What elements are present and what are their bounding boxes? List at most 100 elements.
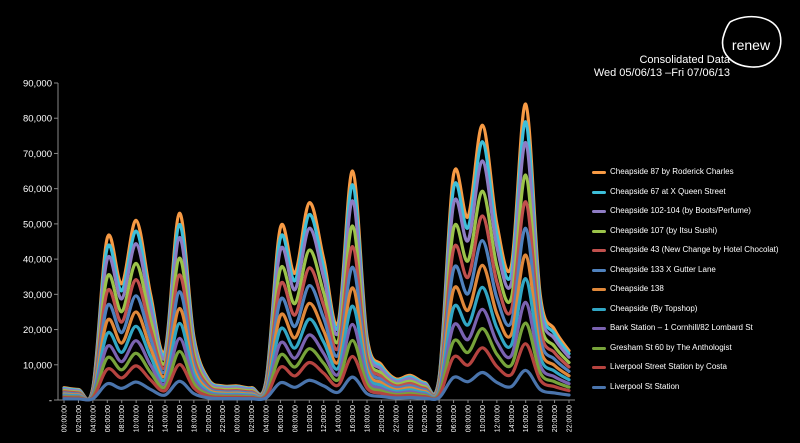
series-line-cheapside-133-x-gutter-lane <box>62 226 571 402</box>
legend-label: Cheapside 87 by Roderick Charles <box>610 167 734 176</box>
series-line-liverpool-street-station-by-costa <box>62 342 571 402</box>
x-tick-label: 22:00:00 <box>393 405 400 432</box>
legend-label: Bank Station – 1 Cornhill/82 Lombard St <box>610 323 753 332</box>
y-axis: - 10,000 20,000 30,000 40,000 50,000 60,000 70,… <box>23 79 59 407</box>
x-tick-label: 06:00:00 <box>451 405 458 432</box>
y-tick-label: 70,000 <box>23 149 52 160</box>
x-tick-label: 14:00:00 <box>336 405 343 432</box>
x-tick-label: 04:00:00 <box>437 405 444 432</box>
x-tick-label: 12:00:00 <box>148 405 155 432</box>
x-tick-label: 18:00:00 <box>538 405 545 432</box>
x-tick-label: 14:00:00 <box>163 405 170 432</box>
x-tick-label: 16:00:00 <box>177 405 184 432</box>
y-tick-label: 50,000 <box>23 219 52 230</box>
series-line-cheapside-by-topshop <box>62 277 571 402</box>
legend-swatch <box>592 346 606 350</box>
x-tick-label: 10:00:00 <box>134 405 141 432</box>
x-axis: 00:00:00 02:00:00 04:00:00 06:00:00 08:00:00… <box>58 399 575 432</box>
x-tick-label: 16:00:00 <box>350 405 357 432</box>
y-tick-label: 90,000 <box>23 79 52 90</box>
series-line-gresham-st-60-by-the-anthologist <box>62 321 571 402</box>
series-line-liverpool-st-station <box>62 368 571 402</box>
legend-label: Cheapside (By Topshop) <box>610 303 698 313</box>
legend-label: Cheapside 107 (by Itsu Sushi) <box>610 225 718 235</box>
x-tick-label: 16:00:00 <box>523 405 530 432</box>
x-tick-label: 02:00:00 <box>422 405 429 432</box>
x-tick-label: 10:00:00 <box>480 405 487 432</box>
x-tick-label: 08:00:00 <box>292 405 299 432</box>
y-tick-label: 30,000 <box>23 290 52 301</box>
x-tick-label: 12:00:00 <box>494 405 501 432</box>
legend-item: Cheapside 102-104 (by Boots/Perfume) <box>592 205 797 225</box>
x-tick-label: 14:00:00 <box>509 405 516 432</box>
legend-item: Cheapside 107 (by Itsu Sushi) <box>592 225 797 245</box>
plot-area <box>62 102 571 402</box>
x-tick-label: 00:00:00 <box>408 405 415 432</box>
series-line-cheapside-107-by-itsu-sushi <box>62 173 571 402</box>
series-line-cheapside-43-new-change-by-hotel-chocolat <box>62 200 571 402</box>
legend-swatch <box>592 268 606 272</box>
x-tick-label: 00:00:00 <box>235 405 242 432</box>
x-tick-label: 08:00:00 <box>119 405 126 432</box>
legend-item: Cheapside (By Topshop) <box>592 303 797 323</box>
chart-legend: Cheapside 87 by Roderick Charles Cheapsid… <box>592 166 797 400</box>
x-tick-label: 12:00:00 <box>321 405 328 432</box>
y-tick-label: 60,000 <box>23 184 52 195</box>
x-tick-label: 08:00:00 <box>466 405 473 432</box>
legend-label: Gresham St 60 by The Anthologist <box>610 342 732 352</box>
legend-label: Cheapside 67 at X Queen Street <box>610 186 726 196</box>
x-tick-label: 20:00:00 <box>379 405 386 432</box>
series-line-cheapside-102-104-by-boots-perfume <box>62 140 571 402</box>
legend-item: Cheapside 133 X Gutter Lane <box>592 264 797 284</box>
chart-title: Consolidated Data <box>639 54 730 66</box>
legend-swatch <box>592 288 606 291</box>
legend-label: Cheapside 43 (New Change by Hotel Chocol… <box>610 245 779 254</box>
legend-label: Cheapside 102-104 (by Boots/Perfume) <box>610 206 751 215</box>
renew-logo: renew <box>718 14 786 75</box>
legend-swatch <box>592 327 606 330</box>
legend-item: Bank Station – 1 Cornhill/82 Lombard St <box>592 322 797 342</box>
legend-swatch <box>592 210 606 213</box>
y-tick-label: 40,000 <box>23 255 52 266</box>
y-tick-label: 10,000 <box>23 360 52 371</box>
legend-item: Liverpool St Station <box>592 381 797 401</box>
x-tick-label: 02:00:00 <box>249 405 256 432</box>
legend-item: Liverpool Street Station by Costa <box>592 361 797 381</box>
legend-item: Cheapside 138 <box>592 283 797 303</box>
legend-swatch <box>592 190 606 194</box>
legend-swatch <box>592 307 606 311</box>
legend-label: Cheapside 138 <box>610 284 664 293</box>
series-line-bank-station-1-cornhill-82-lombard-st <box>62 300 571 402</box>
legend-swatch <box>592 385 606 389</box>
x-tick-label: 22:00:00 <box>220 405 227 432</box>
x-tick-label: 18:00:00 <box>191 405 198 432</box>
legend-item: Cheapside 67 at X Queen Street <box>592 186 797 206</box>
logo-text: renew <box>732 37 771 53</box>
x-tick-label: 04:00:00 <box>264 405 271 432</box>
x-tick-label: 02:00:00 <box>76 405 83 432</box>
x-tick-label: 20:00:00 <box>552 405 559 432</box>
y-tick-label: - <box>49 396 52 407</box>
x-tick-label: 00:00:00 <box>62 405 69 432</box>
y-tick-label: 20,000 <box>23 325 52 336</box>
legend-item: Cheapside 87 by Roderick Charles <box>592 166 797 186</box>
legend-swatch <box>592 249 606 252</box>
x-tick-label: 06:00:00 <box>105 405 112 432</box>
legend-item: Cheapside 43 (New Change by Hotel Chocol… <box>592 244 797 264</box>
series-line-cheapside-138 <box>62 253 571 402</box>
legend-label: Liverpool St Station <box>610 381 680 391</box>
x-tick-label: 22:00:00 <box>567 405 574 432</box>
legend-label: Cheapside 133 X Gutter Lane <box>610 264 716 274</box>
legend-swatch <box>592 171 606 174</box>
legend-item: Gresham St 60 by The Anthologist <box>592 342 797 362</box>
chart-title-block: Consolidated Data Wed 05/06/13 –Fri 07/0… <box>594 54 730 80</box>
legend-label: Liverpool Street Station by Costa <box>610 362 727 371</box>
x-tick-label: 04:00:00 <box>90 405 97 432</box>
legend-swatch <box>592 366 606 369</box>
legend-swatch <box>592 229 606 233</box>
x-tick-label: 20:00:00 <box>206 405 213 432</box>
x-tick-label: 06:00:00 <box>278 405 285 432</box>
chart-subtitle: Wed 05/06/13 –Fri 07/06/13 <box>593 67 730 79</box>
x-tick-label: 10:00:00 <box>307 405 314 432</box>
